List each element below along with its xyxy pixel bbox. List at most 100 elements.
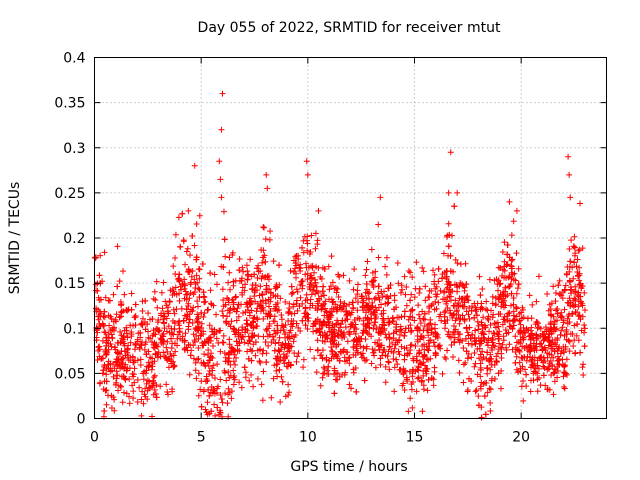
data-point [354,338,361,345]
data-point [566,338,573,345]
data-point [498,299,505,306]
data-point [333,289,340,296]
data-point [575,313,582,320]
data-point [259,259,266,266]
data-point [512,344,519,351]
data-point [450,331,457,338]
data-point [257,346,264,353]
data-point [478,300,485,307]
data-point [264,313,271,320]
data-point [95,316,102,323]
data-point [184,291,191,298]
data-point [144,377,151,384]
data-point [291,334,298,341]
data-point [390,330,397,337]
data-point [391,364,398,371]
data-point [477,306,484,313]
data-point [378,301,385,308]
data-point [243,320,250,327]
data-point [276,366,283,373]
data-point [242,374,249,381]
data-point [108,343,115,350]
data-point [334,370,341,377]
data-point [435,265,442,272]
data-point [463,348,470,355]
data-point [412,342,419,349]
data-point [307,286,314,293]
data-point [366,296,373,303]
data-point [480,354,487,361]
data-point [428,329,435,336]
data-point [287,362,294,369]
data-point [190,291,197,298]
data-point [187,352,194,359]
data-point [223,319,230,326]
data-point [319,347,326,354]
data-point [394,260,401,267]
data-point [325,263,332,270]
data-point [350,351,357,358]
data-point [475,402,482,409]
data-point [249,285,256,292]
data-point [520,336,527,343]
data-point [322,332,329,339]
data-point [130,388,137,395]
data-point [102,329,109,336]
data-point [408,386,415,393]
data-point [163,328,170,335]
data-point [151,386,158,393]
data-point [397,289,404,296]
data-point [239,264,246,271]
data-point [304,171,311,178]
data-point [551,378,558,385]
data-point [187,290,194,297]
data-point [527,364,534,371]
data-point [483,306,490,313]
data-point [581,322,588,329]
data-point [528,358,535,365]
data-point [481,393,488,400]
data-point [457,337,464,344]
data-point [581,329,588,336]
data-point [401,332,408,339]
data-point [562,343,569,350]
data-point [248,371,255,378]
data-point [484,389,491,396]
data-point [169,330,176,337]
data-point [478,321,485,328]
data-point [247,256,254,263]
data-point [143,367,150,374]
data-point [474,371,481,378]
data-point [207,337,214,344]
data-point [204,377,211,384]
data-point [512,359,519,366]
data-point [207,389,214,396]
data-point [464,293,471,300]
data-point [185,268,192,275]
data-point [398,327,405,334]
data-point [354,315,361,322]
data-point [268,394,275,401]
data-point [256,292,263,299]
data-point [386,334,393,341]
data-point [389,318,396,325]
data-point [123,367,130,374]
data-point [193,254,200,261]
data-point [542,324,549,331]
data-point [291,268,298,275]
data-point [252,339,259,346]
data-point [471,363,478,370]
data-point [521,354,528,361]
data-point [134,336,141,343]
data-point [140,376,147,383]
data-point [117,328,124,335]
data-point [380,310,387,317]
data-point [115,340,122,347]
data-point [293,300,300,307]
y-tick-label: 0.1 [63,321,85,337]
data-point [551,326,558,333]
data-point [126,376,133,383]
data-point [163,381,170,388]
data-point [101,362,108,369]
data-point [247,346,254,353]
